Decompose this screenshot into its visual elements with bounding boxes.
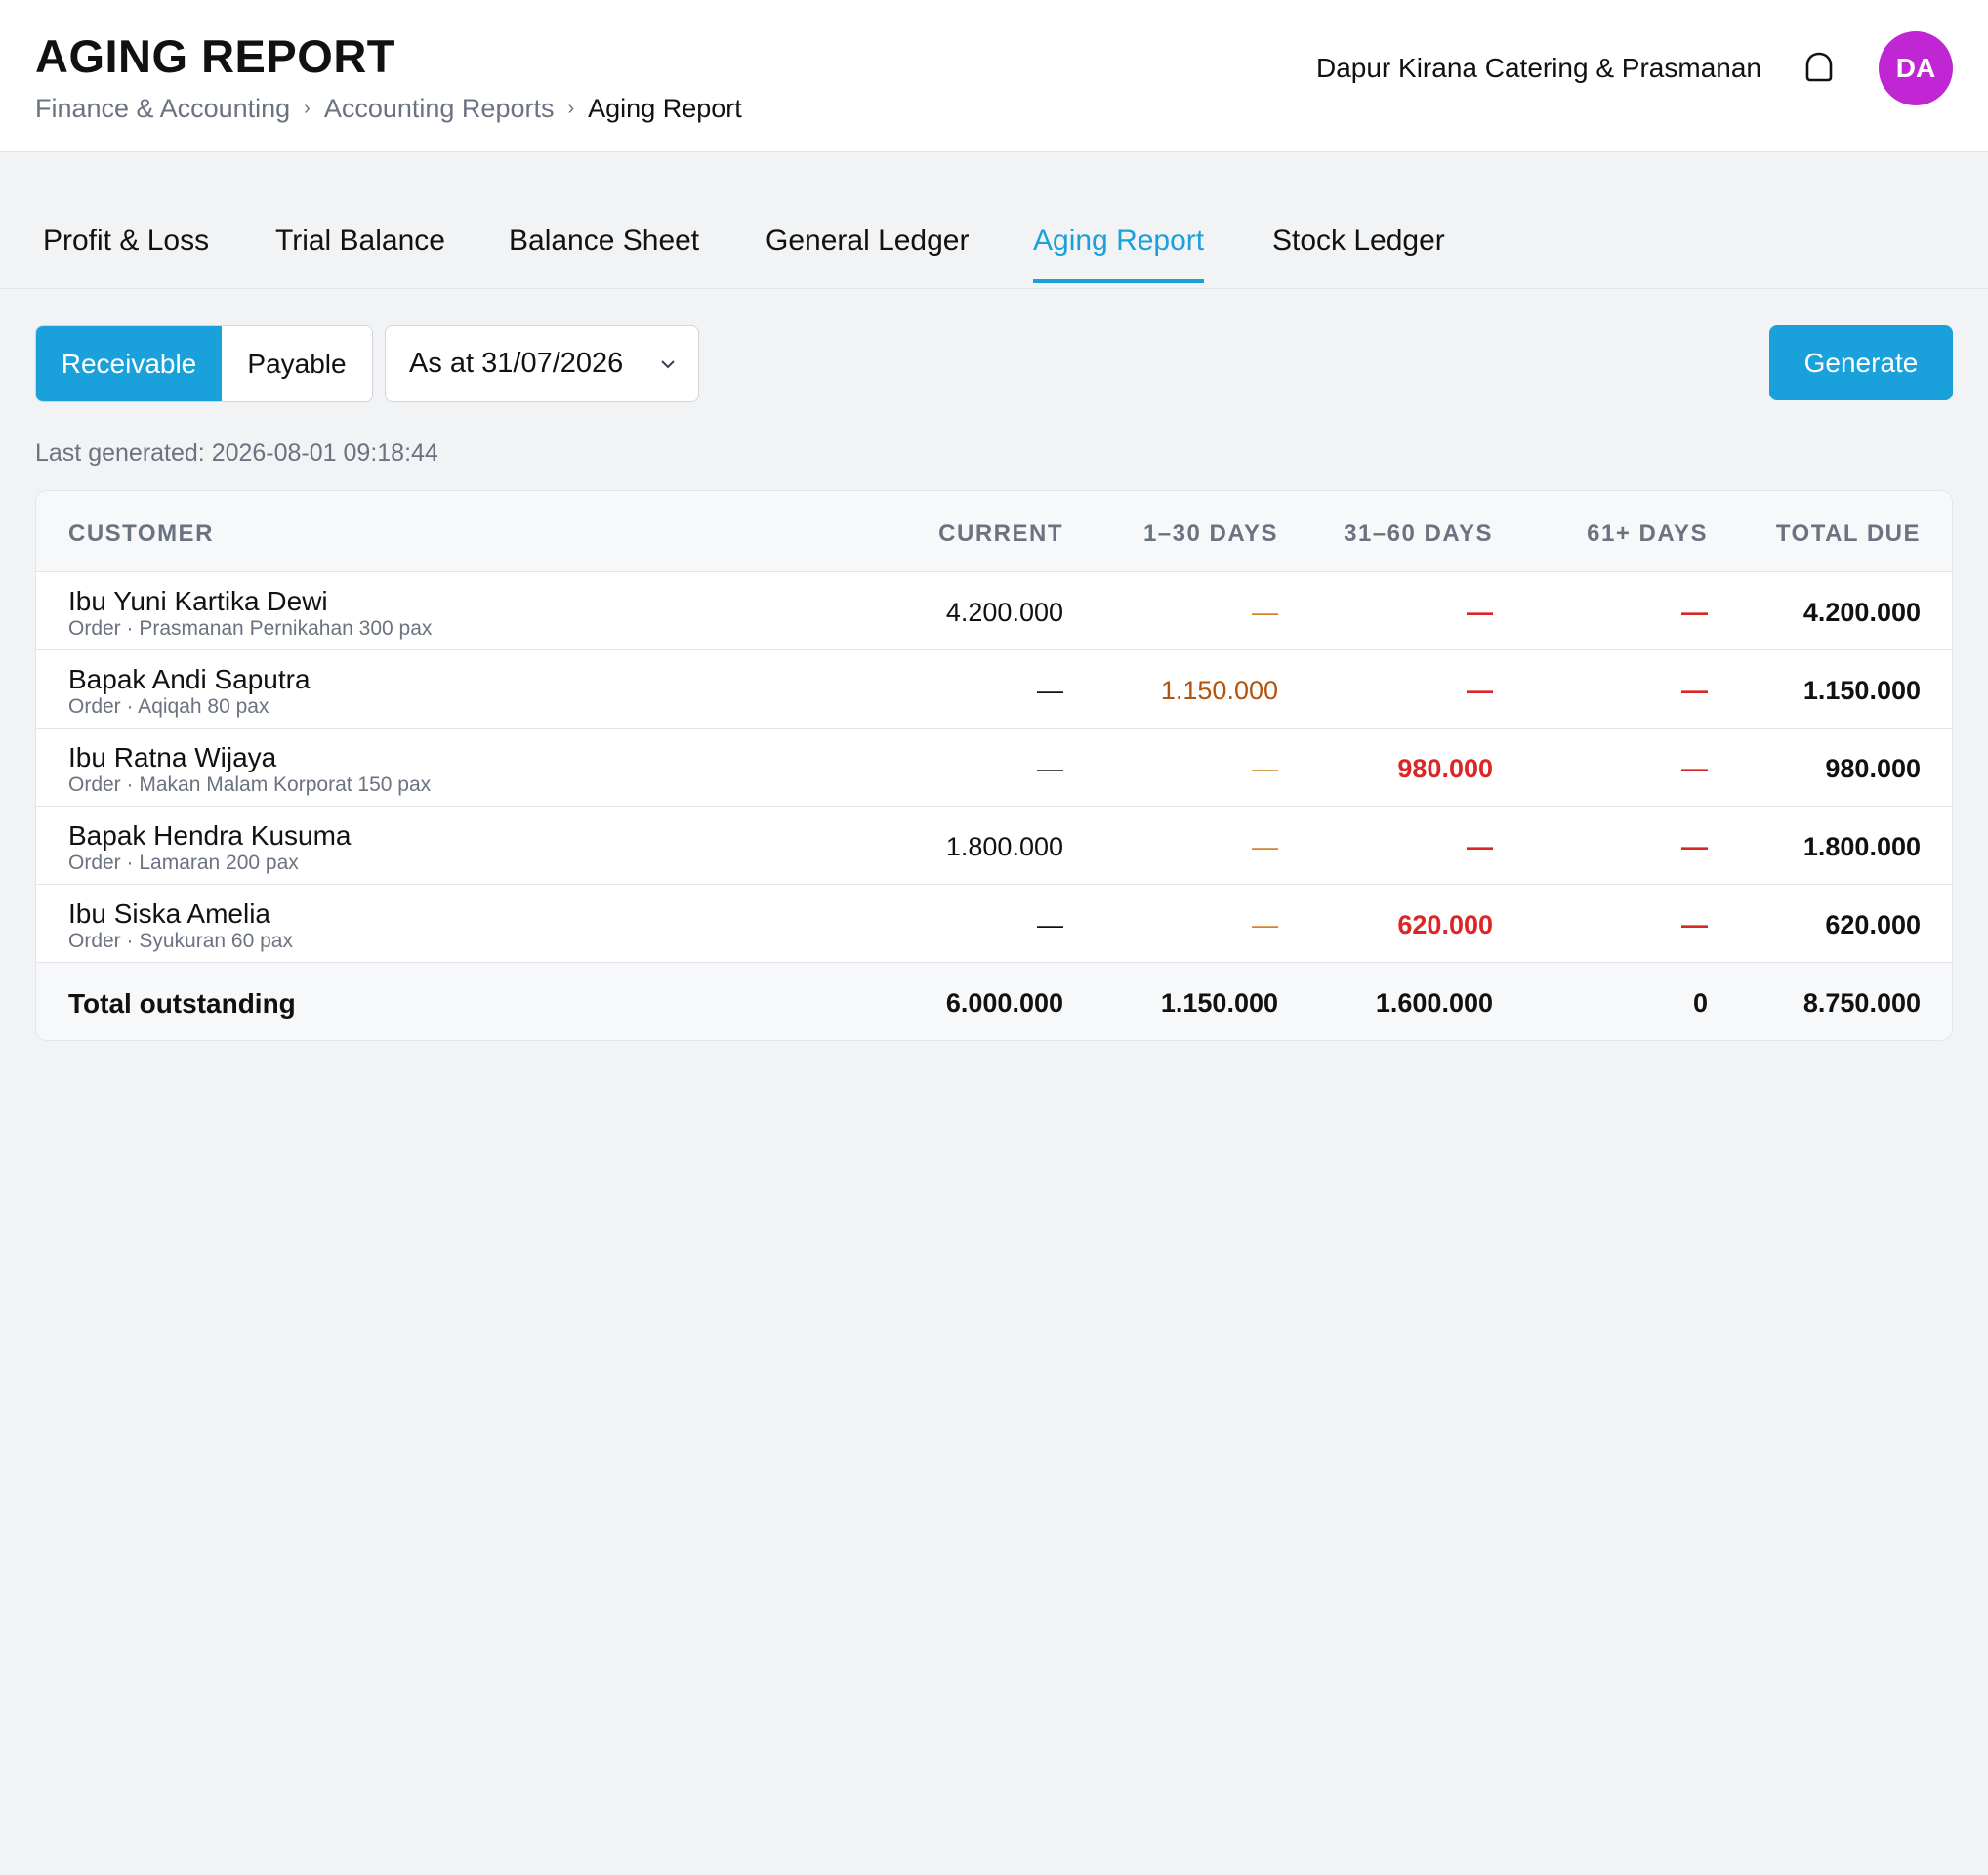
breadcrumb-separator-icon: › <box>304 98 311 119</box>
aging-table: CUSTOMER CURRENT 1–30 DAYS 31–60 DAYS 61… <box>35 490 1953 1041</box>
breadcrumb-finance-accounting[interactable]: Finance & Accounting <box>35 94 291 123</box>
col-current: CURRENT <box>938 521 1063 547</box>
current-amount: — <box>1037 676 1063 705</box>
as-at-date-value: As at 31/07/2026 <box>409 348 624 379</box>
days-31-60-amount: — <box>1467 832 1493 861</box>
days-61-plus-amount: — <box>1681 910 1708 939</box>
receivable-payable-toggle: Receivable Payable <box>35 325 373 402</box>
customer-order: Order · Aqiqah 80 pax <box>68 695 269 718</box>
total-due-amount: 620.000 <box>1825 910 1921 939</box>
days-61-plus-amount: — <box>1681 676 1708 705</box>
current-amount: 1.800.000 <box>945 832 1063 861</box>
tab-profit-loss[interactable]: Profit & Loss <box>43 225 210 257</box>
days-1-30-amount: — <box>1252 598 1278 627</box>
total-outstanding-row: Total outstanding 6.000.000 1.150.000 1.… <box>36 963 1952 1040</box>
days-61-plus-amount: — <box>1681 832 1708 861</box>
table-row[interactable]: Ibu Ratna Wijaya Order · Makan Malam Kor… <box>36 729 1952 807</box>
total-current: 6.000.000 <box>945 988 1063 1018</box>
customer-order: Order · Makan Malam Korporat 150 pax <box>68 773 432 796</box>
customer-name: Ibu Siska Amelia <box>68 898 270 929</box>
company-name: Dapur Kirana Catering & Prasmanan <box>1315 53 1761 83</box>
total-due-amount: 1.150.000 <box>1802 676 1921 705</box>
customer-name: Bapak Andi Saputra <box>68 664 311 694</box>
payable-button[interactable]: Payable <box>222 326 372 401</box>
col-61-plus-days: 61+ DAYS <box>1587 521 1708 547</box>
total-due-amount: 1.800.000 <box>1802 832 1921 861</box>
customer-name: Ibu Yuni Kartika Dewi <box>68 586 328 616</box>
total-1-30-days: 1.150.000 <box>1160 988 1278 1018</box>
page-title: AGING REPORT <box>35 30 395 82</box>
current-amount: — <box>1037 910 1063 939</box>
days-1-30-amount: — <box>1252 754 1278 783</box>
chevron-down-icon <box>661 360 675 369</box>
days-61-plus-amount: — <box>1681 598 1708 627</box>
table-row[interactable]: Ibu Yuni Kartika Dewi Order · Prasmanan … <box>36 572 1952 650</box>
col-total-due: TOTAL DUE <box>1775 521 1921 547</box>
tab-aging-report[interactable]: Aging Report <box>1033 225 1205 283</box>
tab-general-ledger[interactable]: General Ledger <box>766 225 970 257</box>
as-at-date-select[interactable]: As at 31/07/2026 <box>385 325 699 402</box>
total-61-plus-days: 0 <box>1692 988 1708 1018</box>
col-31-60-days: 31–60 DAYS <box>1344 521 1493 547</box>
days-1-30-amount: — <box>1252 910 1278 939</box>
tab-balance-sheet[interactable]: Balance Sheet <box>509 225 700 257</box>
last-generated-text: Last generated: 2026-08-01 09:18:44 <box>35 439 438 467</box>
breadcrumb: Finance & Accounting › Accounting Report… <box>35 94 742 124</box>
customer-name: Ibu Ratna Wijaya <box>68 742 277 772</box>
days-31-60-amount: — <box>1467 676 1493 705</box>
days-61-plus-amount: — <box>1681 754 1708 783</box>
total-due-grand: 8.750.000 <box>1802 988 1921 1018</box>
total-due-amount: 4.200.000 <box>1802 598 1921 627</box>
current-amount: 4.200.000 <box>945 598 1063 627</box>
table-row[interactable]: Ibu Siska Amelia Order · Syukuran 60 pax… <box>36 885 1952 963</box>
table-header: CUSTOMER CURRENT 1–30 DAYS 31–60 DAYS 61… <box>36 491 1952 572</box>
breadcrumb-accounting-reports[interactable]: Accounting Reports <box>323 94 555 123</box>
customer-order: Order · Syukuran 60 pax <box>68 930 293 952</box>
app-header: AGING REPORT Finance & Accounting › Acco… <box>0 0 1988 152</box>
days-31-60-amount: 980.000 <box>1397 754 1493 783</box>
customer-order: Order · Lamaran 200 pax <box>68 852 299 874</box>
total-due-amount: 980.000 <box>1825 754 1921 783</box>
total-outstanding-label: Total outstanding <box>68 988 296 1019</box>
total-31-60-days: 1.600.000 <box>1375 988 1493 1018</box>
col-1-30-days: 1–30 DAYS <box>1142 521 1278 547</box>
table-row[interactable]: Bapak Hendra Kusuma Order · Lamaran 200 … <box>36 807 1952 885</box>
breadcrumb-current: Aging Report <box>588 94 742 123</box>
avatar[interactable]: DA <box>1879 31 1953 105</box>
col-customer: CUSTOMER <box>68 521 214 547</box>
breadcrumb-separator-icon: › <box>567 98 575 119</box>
days-31-60-amount: — <box>1467 598 1493 627</box>
notification-bell-icon[interactable] <box>1802 51 1836 84</box>
customer-name: Bapak Hendra Kusuma <box>68 820 352 851</box>
customer-order: Order · Prasmanan Pernikahan 300 pax <box>68 617 433 640</box>
generate-button[interactable]: Generate <box>1769 325 1953 400</box>
tab-stock-ledger[interactable]: Stock Ledger <box>1272 225 1445 257</box>
receivable-button[interactable]: Receivable <box>36 326 222 401</box>
report-tabs: Profit & Loss Trial Balance Balance Shee… <box>0 195 1988 289</box>
days-1-30-amount: 1.150.000 <box>1160 676 1278 705</box>
tab-trial-balance[interactable]: Trial Balance <box>275 225 445 257</box>
days-1-30-amount: — <box>1252 832 1278 861</box>
current-amount: — <box>1037 754 1063 783</box>
days-31-60-amount: 620.000 <box>1397 910 1493 939</box>
table-row[interactable]: Bapak Andi Saputra Order · Aqiqah 80 pax… <box>36 650 1952 729</box>
